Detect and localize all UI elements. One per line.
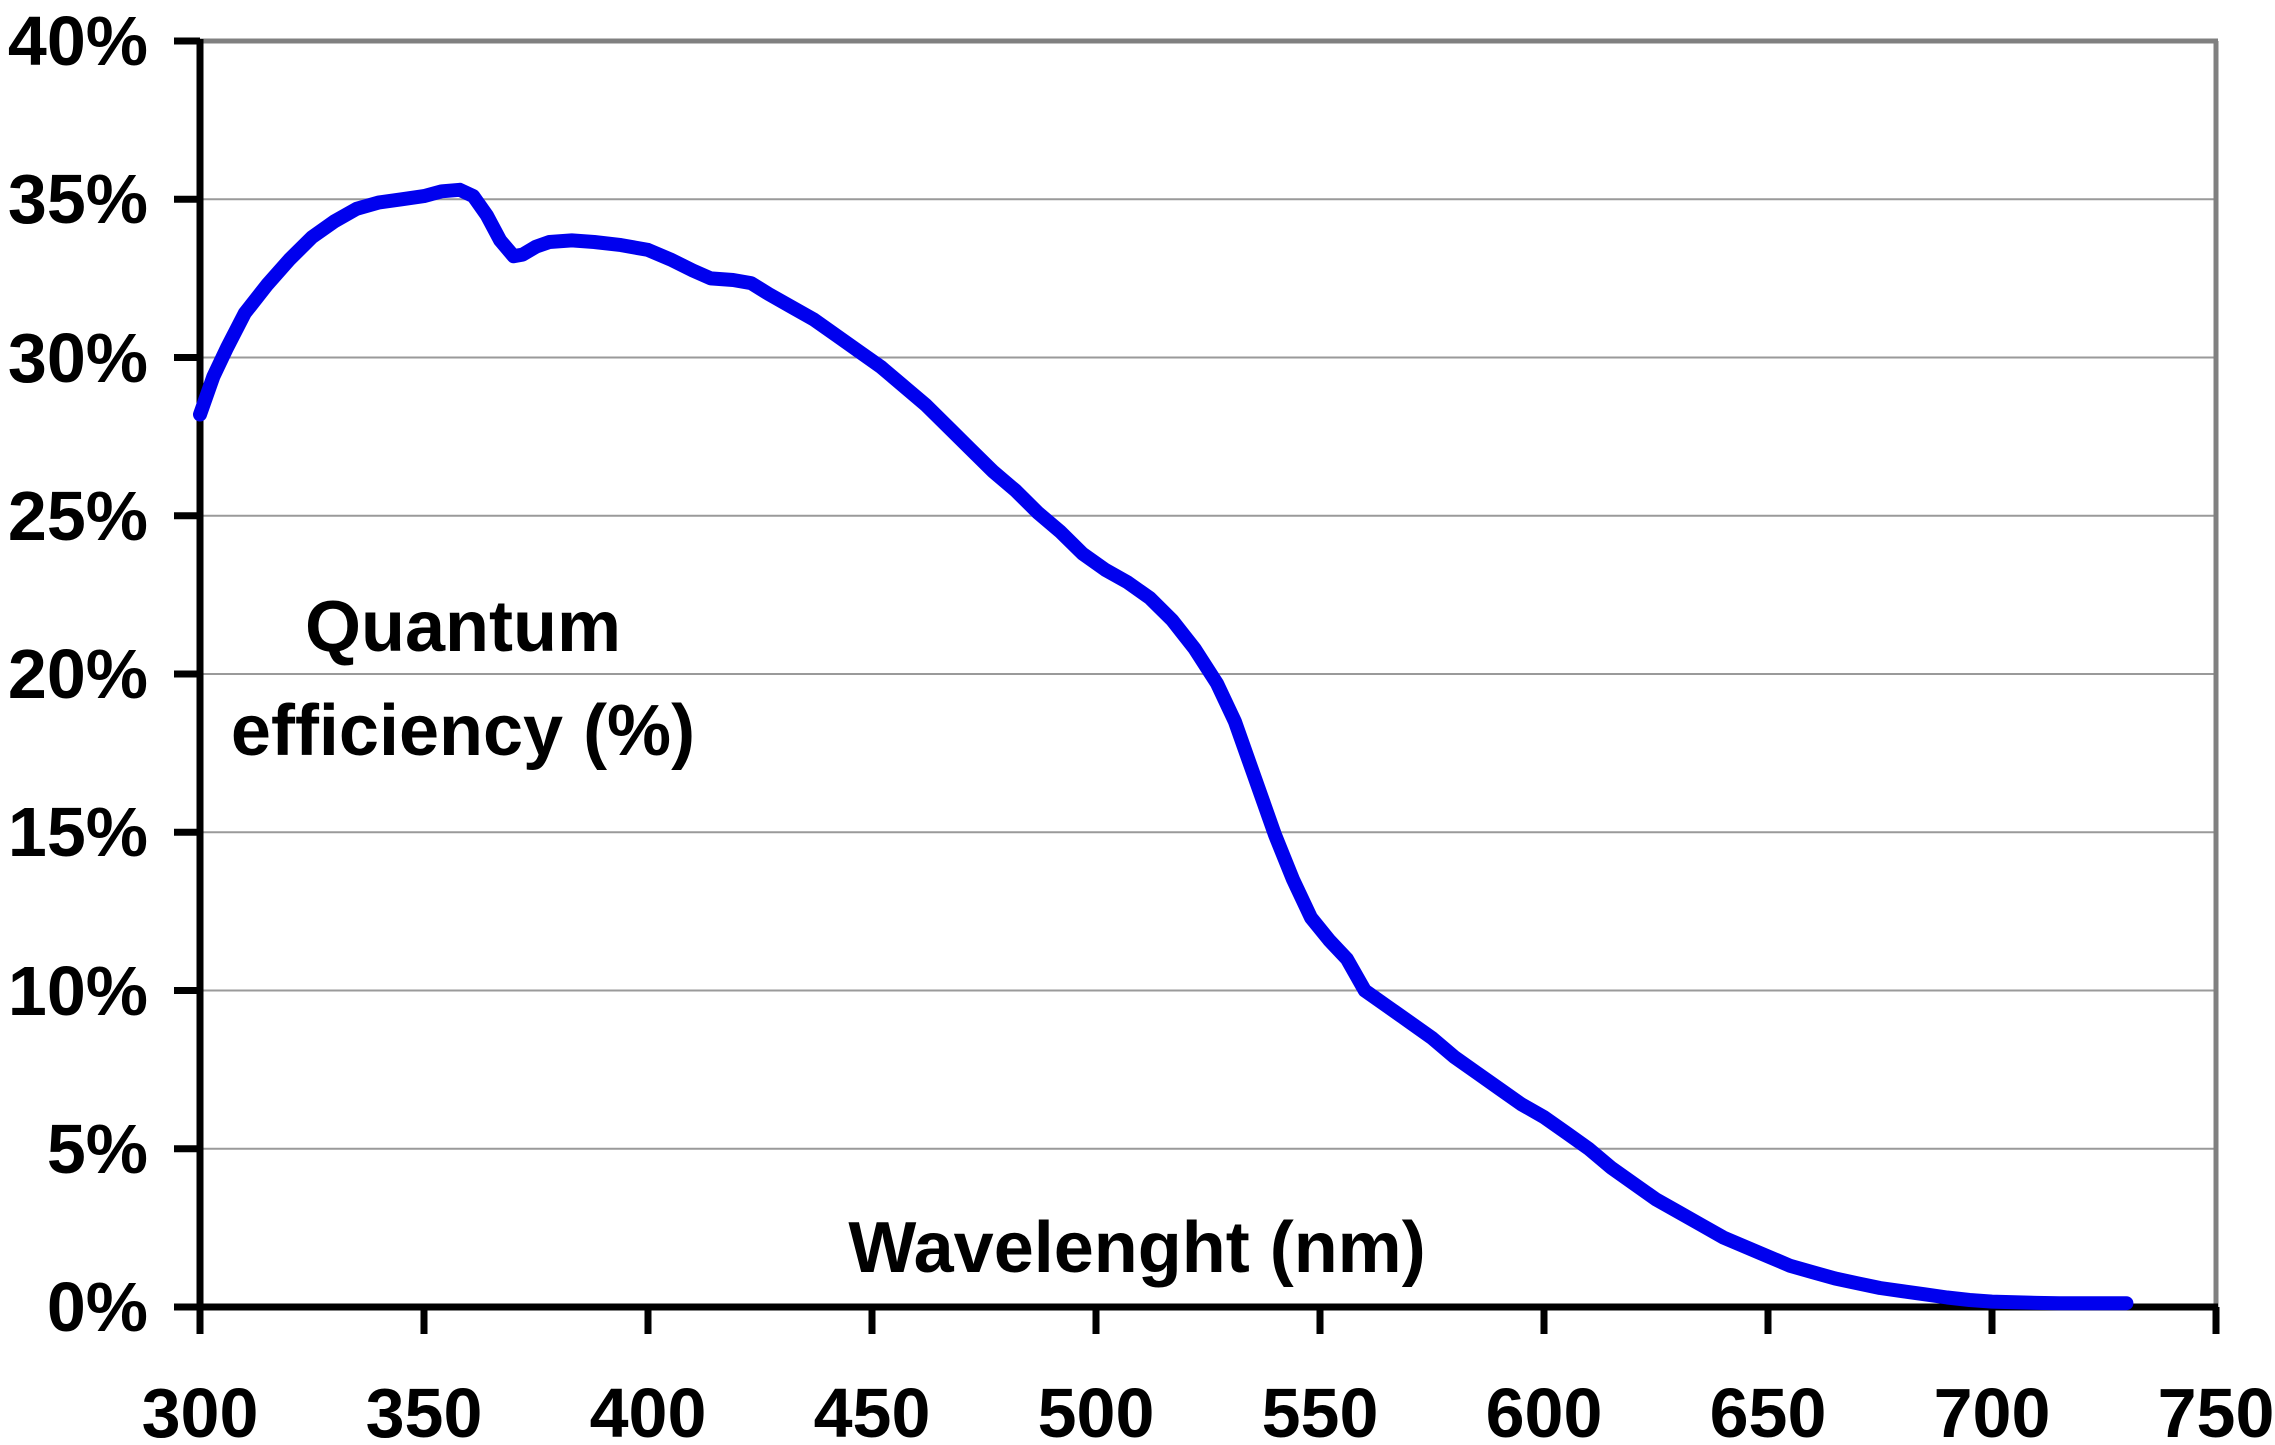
- y-axis-tick-label: 10%: [7, 951, 148, 1030]
- y-axis-tick-label: 20%: [7, 635, 148, 713]
- x-axis-tick-label: 400: [589, 1374, 707, 1445]
- x-axis-tick-label: 750: [2157, 1374, 2275, 1445]
- y-axis-tick-label: 25%: [7, 476, 148, 555]
- x-axis-tick-label: 600: [1485, 1374, 1603, 1445]
- y-axis-title-line1: Quantum: [305, 587, 621, 667]
- y-axis-title-line2: efficiency (%): [230, 691, 696, 771]
- y-axis-tick-label: 15%: [7, 793, 148, 872]
- y-axis-tick-label: 0%: [46, 1268, 148, 1346]
- x-axis-tick-label: 650: [1709, 1374, 1827, 1445]
- x-axis-tick-label: 450: [813, 1374, 931, 1445]
- x-axis-tick-label: 350: [365, 1374, 483, 1445]
- x-axis-tick-label: 300: [141, 1374, 259, 1445]
- x-axis-tick-label: 500: [1037, 1374, 1155, 1445]
- x-axis-tick-label: 550: [1261, 1374, 1379, 1445]
- y-axis-title: Quantum efficiency (%): [163, 575, 763, 783]
- y-axis-tick-label: 30%: [7, 318, 148, 397]
- x-axis-tick-label: 700: [1933, 1374, 2051, 1445]
- y-axis-tick-label: 5%: [46, 1109, 148, 1188]
- qe-curve: [193, 182, 2134, 1311]
- x-axis-title: Wavelenght (nm): [848, 1208, 1426, 1288]
- y-axis-tick-label: 40%: [7, 2, 148, 80]
- y-axis-tick-label: 35%: [7, 160, 148, 239]
